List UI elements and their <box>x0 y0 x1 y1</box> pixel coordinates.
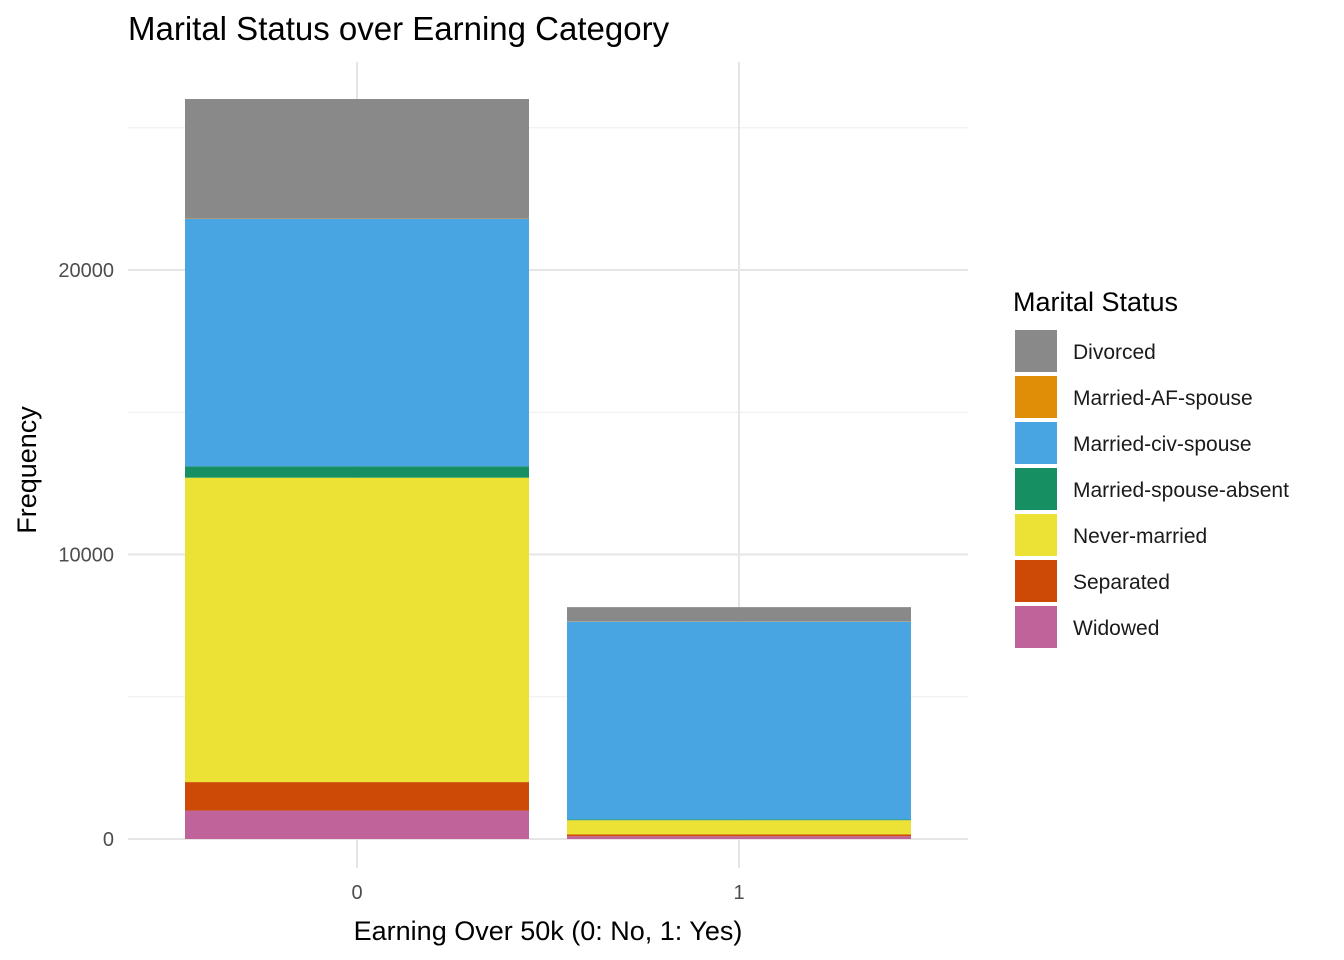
bar-segment-divorced-1 <box>567 607 911 622</box>
legend-key-married-civ-spouse <box>1015 422 1057 464</box>
bar-segment-married-spouse-absent-0 <box>185 466 529 478</box>
bar-segment-married-civ-spouse-0 <box>185 218 529 467</box>
y-tick-label: 0 <box>103 829 114 851</box>
bar-segment-never-married-0 <box>185 477 529 783</box>
legend-label-married-af-spouse: Married-AF-spouse <box>1073 387 1253 410</box>
legend-label-widowed: Widowed <box>1073 617 1159 640</box>
legend: Marital Status Divorced Married-AF-spouse… <box>1013 287 1289 648</box>
legend-title: Marital Status <box>1013 287 1178 317</box>
legend-key-separated <box>1015 560 1057 602</box>
bar-segment-separated-0 <box>185 782 529 811</box>
y-axis-ticks: 0 10000 20000 <box>58 260 114 851</box>
bar-segment-widowed-0 <box>185 810 529 839</box>
legend-label-never-married: Never-married <box>1073 525 1207 548</box>
legend-key-never-married <box>1015 514 1057 556</box>
legend-label-married-spouse-absent: Married-spouse-absent <box>1073 479 1289 502</box>
x-axis-title: Earning Over 50k (0: No, 1: Yes) <box>354 916 743 946</box>
legend-key-married-spouse-absent <box>1015 468 1057 510</box>
legend-label-married-civ-spouse: Married-civ-spouse <box>1073 433 1252 456</box>
legend-key-divorced <box>1015 330 1057 372</box>
bar-segment-widowed-1 <box>567 836 911 839</box>
y-tick-label: 20000 <box>58 260 114 282</box>
x-tick-label: 1 <box>733 882 744 904</box>
x-tick-label: 0 <box>351 882 362 904</box>
bars <box>185 99 911 839</box>
bar-segment-separated-1 <box>567 834 911 837</box>
legend-label-divorced: Divorced <box>1073 341 1156 364</box>
y-tick-label: 10000 <box>58 545 114 567</box>
legend-key-married-af-spouse <box>1015 376 1057 418</box>
legend-label-separated: Separated <box>1073 571 1170 594</box>
bar-segment-married-spouse-absent-1 <box>567 819 911 821</box>
legend-key-widowed <box>1015 606 1057 648</box>
bar-segment-never-married-1 <box>567 820 911 835</box>
bar-segment-divorced-0 <box>185 99 529 219</box>
chart-title: Marital Status over Earning Category <box>128 10 670 47</box>
bar-segment-married-civ-spouse-1 <box>567 621 911 820</box>
y-axis-title: Frequency <box>12 406 42 534</box>
